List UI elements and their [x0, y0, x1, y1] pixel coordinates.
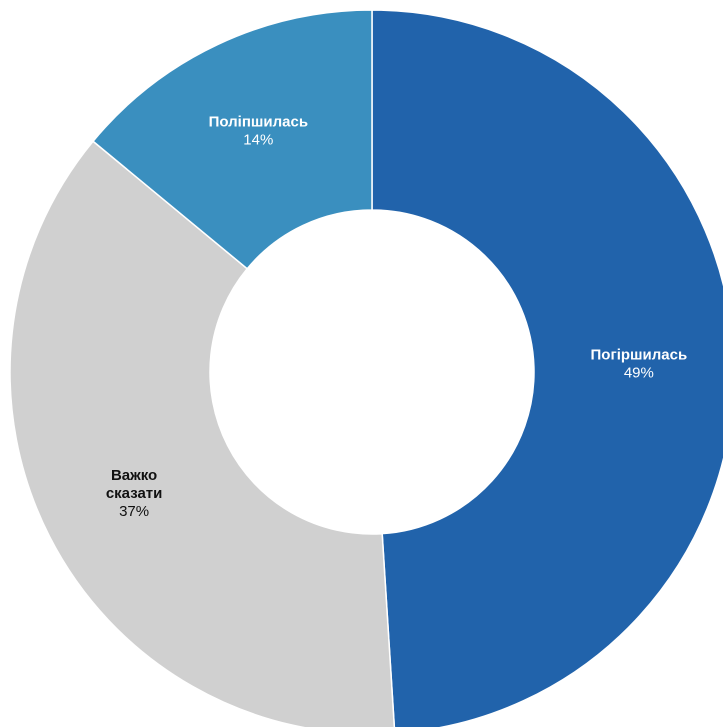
donut-slice-2	[92, 9, 373, 270]
donut-slice-0	[371, 9, 723, 727]
slice-category-label: сказати	[106, 485, 163, 502]
slice-value-label: 14%	[243, 131, 273, 148]
slice-value-label: 37%	[119, 503, 149, 520]
slice-category-label: Погіршилась	[591, 347, 688, 364]
slice-category-label: Важко	[111, 467, 157, 484]
slice-value-label: 49%	[624, 365, 654, 382]
donut-slice-1	[9, 140, 396, 727]
slice-category-label: Поліпшилась	[209, 113, 309, 130]
